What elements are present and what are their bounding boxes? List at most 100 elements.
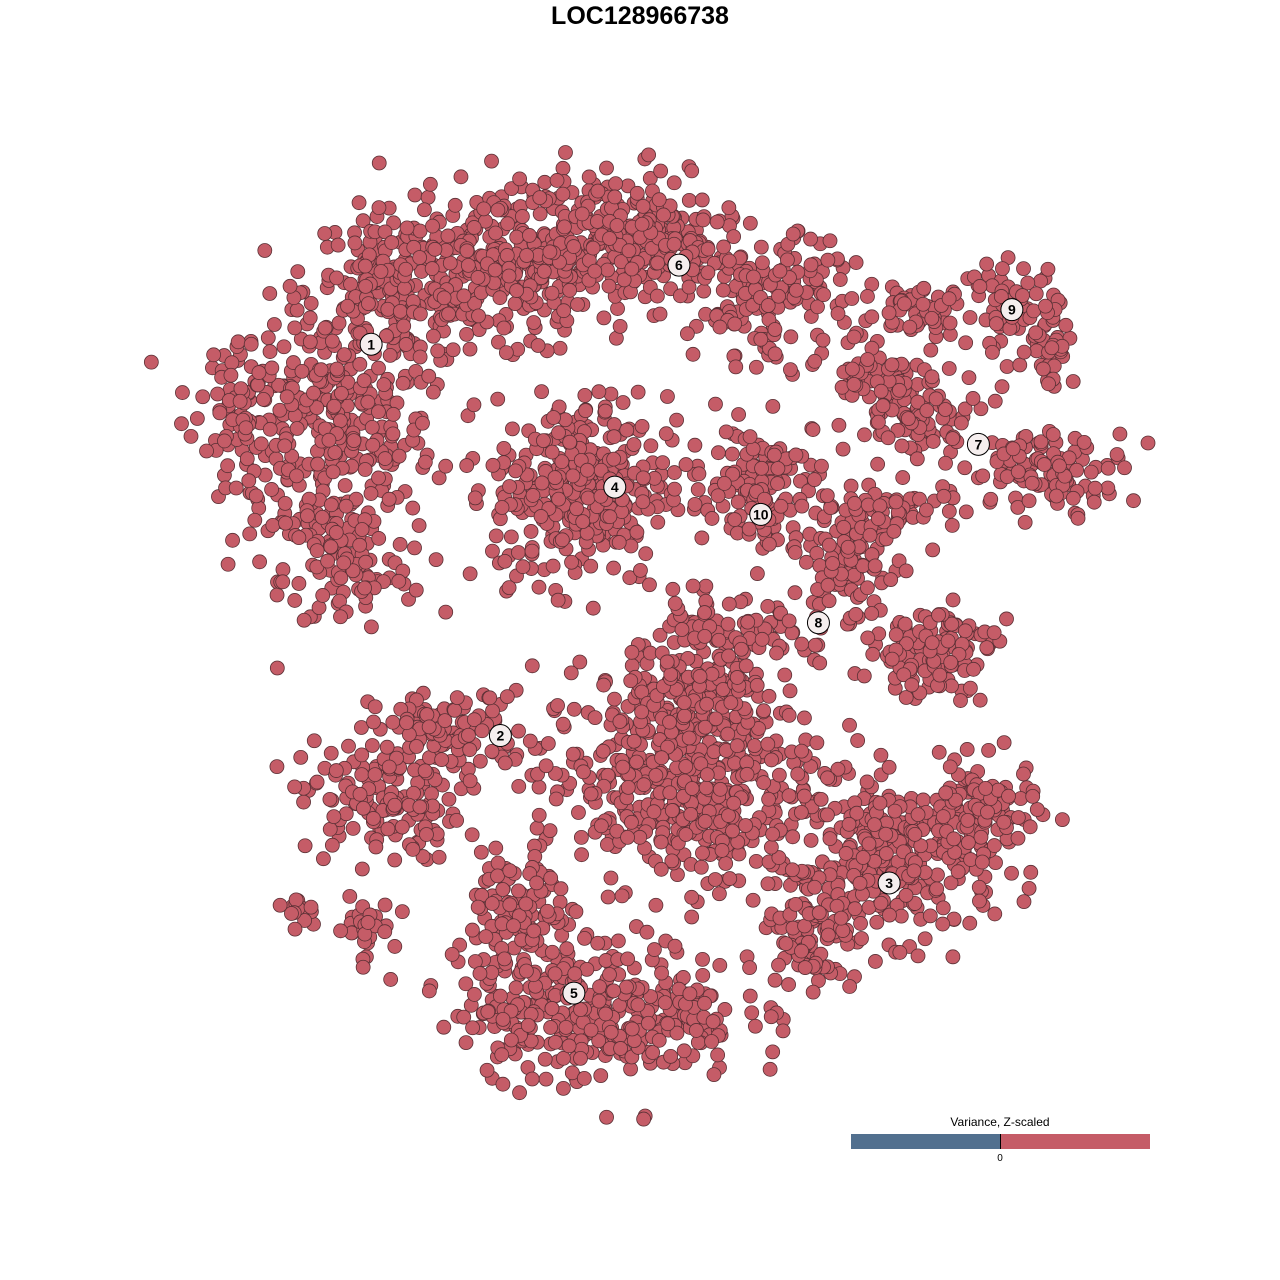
data-point bbox=[648, 897, 664, 913]
data-point bbox=[615, 759, 631, 775]
data-point bbox=[262, 286, 278, 301]
data-point bbox=[909, 451, 925, 467]
data-point bbox=[620, 779, 636, 795]
data-point bbox=[676, 695, 692, 711]
data-point bbox=[412, 223, 428, 239]
data-point bbox=[966, 661, 981, 677]
data-point bbox=[813, 791, 829, 807]
data-point bbox=[1029, 802, 1045, 817]
data-point bbox=[438, 604, 454, 620]
data-point bbox=[507, 296, 523, 312]
data-point bbox=[781, 613, 797, 629]
data-point bbox=[328, 763, 344, 778]
data-point bbox=[495, 1011, 511, 1027]
data-point bbox=[634, 418, 650, 434]
data-point bbox=[624, 814, 639, 830]
data-point bbox=[505, 421, 520, 437]
data-point bbox=[784, 862, 800, 878]
data-point bbox=[771, 767, 787, 783]
data-point bbox=[931, 607, 946, 623]
data-point bbox=[405, 842, 421, 857]
data-point bbox=[289, 468, 304, 484]
data-point bbox=[749, 566, 765, 581]
data-point bbox=[630, 997, 646, 1013]
data-point bbox=[724, 446, 740, 462]
data-point bbox=[822, 831, 838, 847]
data-point bbox=[747, 738, 762, 754]
data-point bbox=[547, 470, 563, 486]
data-point bbox=[940, 633, 956, 649]
data-point bbox=[576, 1070, 592, 1086]
data-point bbox=[739, 766, 755, 782]
data-point bbox=[761, 791, 777, 807]
data-point bbox=[269, 587, 285, 603]
data-point bbox=[352, 356, 368, 372]
data-point bbox=[557, 219, 572, 235]
data-point bbox=[708, 396, 723, 412]
data-point bbox=[212, 405, 228, 421]
data-point bbox=[289, 302, 305, 318]
data-point bbox=[972, 692, 988, 708]
data-point bbox=[472, 966, 488, 981]
data-point bbox=[642, 577, 657, 593]
data-point bbox=[494, 1047, 510, 1063]
data-point bbox=[972, 279, 988, 294]
data-point bbox=[855, 850, 871, 865]
data-point bbox=[571, 805, 586, 820]
data-point bbox=[640, 1015, 656, 1031]
data-point bbox=[900, 411, 916, 427]
cluster-label-text: 8 bbox=[815, 615, 823, 631]
data-point bbox=[785, 226, 801, 242]
data-point bbox=[562, 434, 578, 450]
data-point bbox=[722, 871, 738, 886]
data-point bbox=[754, 631, 770, 647]
data-point bbox=[529, 875, 545, 891]
data-point bbox=[522, 733, 538, 749]
data-point bbox=[749, 677, 765, 693]
data-point bbox=[856, 668, 872, 684]
data-point bbox=[511, 545, 526, 560]
data-point bbox=[641, 147, 656, 163]
data-point bbox=[662, 714, 677, 730]
data-point bbox=[447, 197, 463, 213]
data-point bbox=[550, 698, 565, 713]
data-point bbox=[646, 942, 662, 957]
data-point bbox=[324, 333, 340, 349]
data-point bbox=[667, 481, 682, 497]
data-point bbox=[509, 229, 525, 245]
data-point bbox=[850, 733, 866, 748]
data-point bbox=[765, 1044, 781, 1060]
data-point bbox=[635, 470, 651, 486]
data-point bbox=[1083, 464, 1099, 480]
data-point bbox=[392, 537, 408, 552]
data-point bbox=[721, 200, 737, 216]
data-point bbox=[771, 288, 786, 304]
data-point bbox=[861, 836, 877, 852]
data-point bbox=[945, 431, 961, 446]
data-point bbox=[697, 995, 712, 1011]
data-point bbox=[382, 347, 398, 363]
data-point bbox=[591, 993, 607, 1009]
data-point bbox=[1021, 493, 1037, 509]
data-point bbox=[1017, 514, 1033, 530]
data-point bbox=[536, 263, 552, 279]
data-point bbox=[930, 867, 945, 883]
data-point bbox=[696, 283, 712, 299]
data-point bbox=[794, 498, 810, 514]
data-point bbox=[497, 755, 513, 771]
data-point bbox=[1040, 261, 1056, 277]
data-point bbox=[831, 417, 847, 433]
data-point bbox=[555, 186, 571, 202]
data-point bbox=[567, 966, 583, 982]
data-point bbox=[355, 959, 371, 975]
data-point bbox=[860, 580, 875, 596]
data-point bbox=[794, 636, 810, 652]
data-point bbox=[651, 1032, 667, 1048]
data-point bbox=[958, 335, 974, 351]
data-point bbox=[499, 689, 515, 705]
data-point bbox=[250, 377, 266, 393]
data-point bbox=[943, 655, 959, 670]
data-point bbox=[199, 443, 214, 459]
data-point bbox=[277, 495, 293, 511]
data-point bbox=[848, 607, 864, 622]
